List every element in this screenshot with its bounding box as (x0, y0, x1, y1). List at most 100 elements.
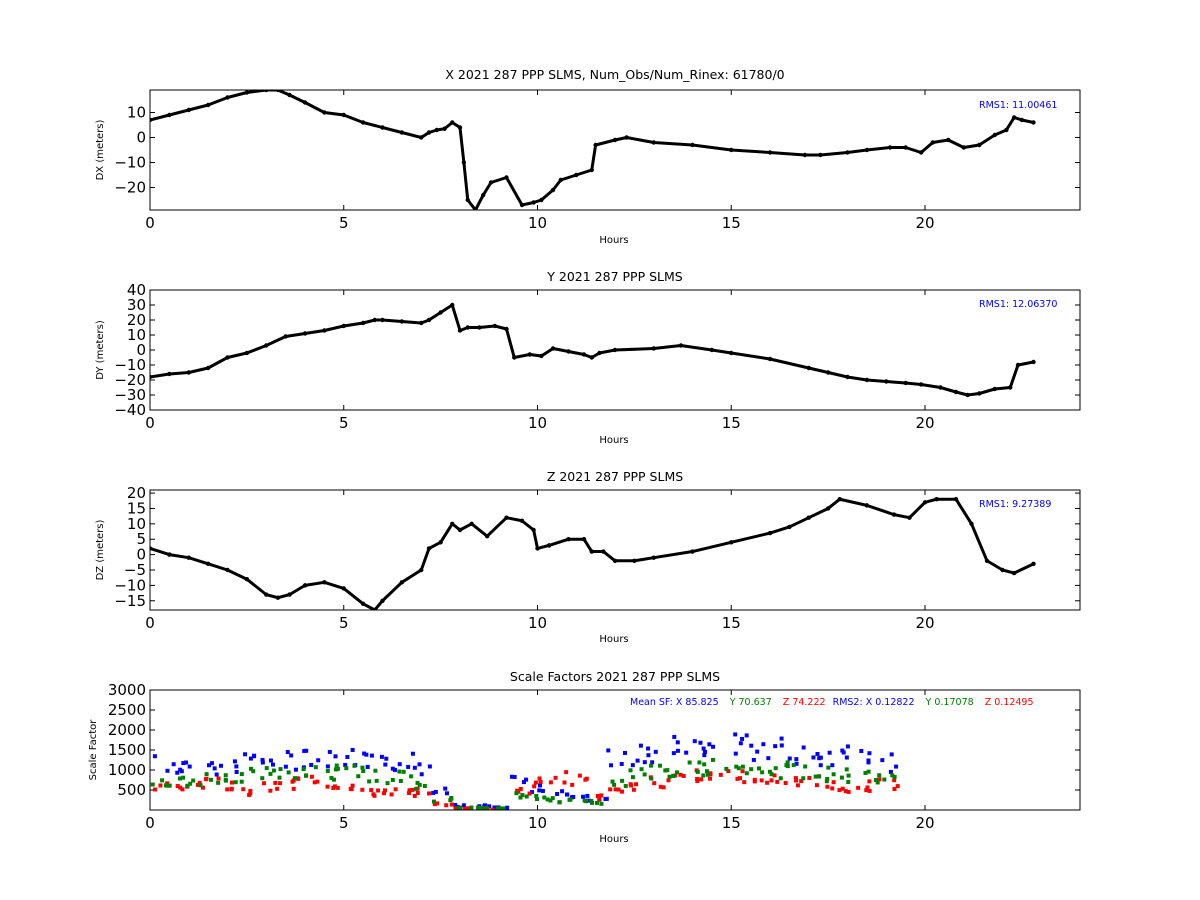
sf-point-y (475, 805, 480, 810)
sf-point-x (701, 746, 706, 751)
trace-segment (342, 586, 365, 606)
sf-point-x (252, 753, 257, 758)
sf-point-x (630, 763, 635, 768)
panel-y-xlabel: Hours (599, 435, 628, 446)
trace-segment (245, 344, 268, 355)
sf-point-y (335, 766, 340, 771)
sf-point-y (778, 776, 783, 781)
sf-point-y (785, 764, 790, 769)
sf-point-y (749, 767, 754, 772)
panel-sf-title: Scale Factors 2021 287 PPP SLMS (510, 669, 720, 684)
sf-point-z (350, 783, 355, 788)
trace-segment (904, 146, 923, 154)
trace-segment (187, 556, 210, 566)
sf-point-z (332, 784, 337, 789)
x-tick-label: 20 (915, 414, 934, 432)
panel-x-marks (150, 90, 1036, 210)
sf-point-z (825, 784, 830, 789)
y-tick-label: 0 (136, 546, 146, 564)
trace-segment (807, 506, 830, 520)
sf-point-y (150, 782, 155, 787)
sf-point-y (542, 795, 547, 800)
sf-point-z (389, 792, 394, 797)
x-tick-label: 0 (145, 214, 155, 232)
trace-segment (361, 121, 384, 129)
y-tick-label: −10 (114, 154, 146, 172)
y-tick-label: 1500 (108, 741, 146, 759)
trace-segment (288, 93, 307, 104)
x-tick-label: 5 (339, 414, 349, 432)
sf-point-y (160, 778, 165, 783)
sf-point-z (195, 782, 200, 787)
sf-point-x (406, 764, 411, 769)
sf-point-x (270, 762, 275, 767)
sf-point-x (866, 760, 871, 765)
trace-segment (993, 386, 1012, 391)
x-tick-label: 10 (528, 614, 547, 632)
sf-point-y (334, 763, 339, 768)
trace-segment (187, 103, 210, 112)
sf-point-y (178, 776, 183, 781)
sf-point-y (791, 763, 796, 768)
sf-point-z (831, 780, 836, 785)
trace-segment (470, 522, 489, 538)
trace-segment (594, 138, 617, 147)
y-tick-label: 20 (127, 311, 146, 329)
y-tick-label: 0 (136, 341, 146, 359)
sf-point-z (793, 776, 798, 781)
sf-point-x (412, 765, 417, 770)
sf-point-z (426, 791, 431, 796)
trace-segment (1008, 363, 1020, 389)
sf-point-y (590, 800, 595, 805)
sf-point-z (892, 778, 897, 783)
sf-point-y (675, 770, 680, 775)
y-tick-label: −10 (114, 356, 146, 374)
sf-point-z (658, 784, 663, 789)
trace-segment (691, 540, 733, 554)
sf-point-z (360, 787, 365, 792)
panel-scale-factors: Scale Factors 2021 287 PPP SLMS Scale Fa… (88, 669, 1081, 845)
sf-point-z (742, 780, 747, 785)
sf-point-y (548, 798, 553, 803)
panel-sf-xlabel: Hours (599, 834, 628, 845)
sf-point-z (248, 788, 253, 793)
sf-point-z (216, 776, 221, 781)
sf-point-z (735, 776, 740, 781)
sf-point-y (304, 773, 309, 778)
sf-point-z (412, 793, 417, 798)
mark-layer (150, 90, 1036, 210)
sf-point-y (875, 780, 880, 785)
sf-point-y (545, 797, 550, 802)
y-tick-label: −15 (114, 592, 146, 610)
sf-point-y (181, 775, 186, 780)
sf-point-x (304, 748, 309, 753)
sf-point-y (816, 774, 821, 779)
sf-point-x (755, 749, 760, 754)
sf-point-y (801, 776, 806, 781)
trace-segment (547, 537, 570, 547)
sf-point-z (895, 784, 900, 789)
trace-segment (150, 113, 171, 122)
sf-point-y (401, 769, 406, 774)
sf-point-y (568, 797, 573, 802)
sf-point-y (756, 766, 761, 771)
sf-point-y (264, 766, 269, 771)
sf-point-y (352, 763, 357, 768)
sf-point-x (212, 766, 217, 771)
sf-point-z (708, 771, 713, 776)
sf-point-x (383, 762, 388, 767)
sf-point-x (369, 753, 374, 758)
sf-point-z (652, 781, 657, 786)
sf-point-y (831, 772, 836, 777)
sf-point-x (698, 740, 703, 745)
sf-point-y (448, 798, 453, 803)
sf-point-x (505, 805, 510, 810)
trace-segment (458, 126, 466, 164)
sf-point-y (873, 777, 878, 782)
sf-point-x (410, 751, 415, 756)
y-tick-label: 1000 (108, 761, 146, 779)
sf-point-z (533, 780, 538, 785)
sf-point-y (301, 767, 306, 772)
trace-segment (245, 577, 268, 597)
